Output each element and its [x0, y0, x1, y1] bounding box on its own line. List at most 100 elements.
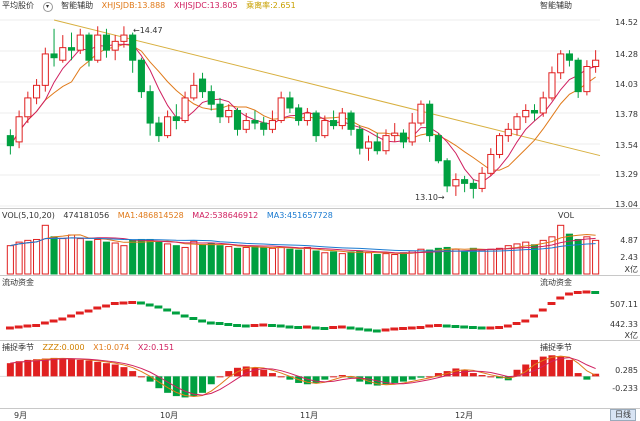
vol-tick-1: 2.43 — [620, 253, 638, 262]
candle — [33, 79, 41, 105]
volume-bar — [59, 238, 67, 275]
candle-body — [137, 59, 145, 93]
vol-title[interactable]: VOL(5,10,20) — [2, 211, 55, 220]
flow-point — [250, 324, 259, 327]
season-bar — [312, 376, 320, 383]
period-button[interactable]: 日线 — [610, 409, 636, 421]
candle-body — [364, 141, 373, 149]
candle — [548, 66, 556, 101]
volume-bar — [583, 236, 591, 275]
candle — [557, 50, 565, 80]
candle-body — [391, 132, 399, 137]
flow-point — [372, 329, 381, 333]
season-bar — [24, 359, 32, 377]
candle-body — [373, 141, 381, 152]
assist-label[interactable]: 智能辅助 — [61, 1, 94, 10]
flow-chart[interactable] — [0, 282, 640, 340]
season-bar — [102, 363, 110, 377]
volume-bar — [129, 239, 137, 275]
season-bar — [94, 361, 102, 377]
flow-point — [6, 326, 14, 330]
season-bar — [513, 369, 521, 377]
volume-chart[interactable] — [0, 218, 640, 276]
flow-point — [58, 317, 67, 321]
candle — [408, 113, 416, 146]
volume-bar — [85, 240, 93, 275]
season-header-right[interactable]: 捕捉季节 — [540, 343, 572, 352]
season-bar — [76, 359, 84, 377]
high-annotation: ←14.47 — [133, 26, 163, 35]
volume-bar — [225, 246, 233, 275]
volume-bar — [94, 238, 102, 275]
season-title[interactable]: 捕捉季节 — [2, 343, 34, 352]
candle-body — [574, 59, 582, 93]
volume-bar — [539, 239, 547, 275]
flow-point — [294, 326, 303, 329]
volume-bar — [268, 247, 276, 275]
season-bar — [583, 376, 591, 380]
volume-bar — [6, 245, 14, 275]
season-bar — [286, 376, 294, 380]
volume-bar — [321, 252, 329, 275]
season-bar — [356, 376, 364, 382]
flow-header[interactable]: 流动资金 — [2, 278, 34, 287]
flow-point — [303, 325, 311, 329]
vol-header: VOL(5,10,20) 474181056 MA1:486814528 MA2… — [2, 210, 339, 222]
flow-point — [503, 324, 512, 328]
candle — [426, 100, 434, 142]
season-x1: X1:0.074 — [93, 343, 130, 352]
season-chart[interactable] — [0, 348, 640, 408]
flow-point — [434, 324, 442, 327]
volume-bar — [251, 246, 259, 275]
price-tick-5: 13.29 — [615, 170, 638, 179]
dropdown-icon[interactable]: ▾ — [42, 2, 53, 12]
candle — [181, 91, 189, 124]
candle-body — [461, 179, 469, 184]
price-chart[interactable] — [0, 12, 640, 212]
volume-bar — [522, 241, 530, 275]
season-bar — [321, 376, 329, 380]
candle — [364, 135, 373, 161]
volume-bar — [574, 238, 582, 275]
price-tick-3: 13.78 — [615, 110, 638, 119]
candle-body — [356, 128, 364, 149]
candle-body — [50, 53, 58, 59]
candle — [382, 129, 390, 155]
volume-bar — [50, 236, 58, 275]
vol-header-right[interactable]: VOL — [558, 211, 575, 220]
season-bar — [68, 359, 76, 377]
season-bar — [15, 361, 23, 377]
flow-point — [381, 328, 390, 332]
season-bar — [268, 373, 276, 377]
flow-point — [145, 303, 154, 307]
main-header: 平均股价 ▾ 智能辅助 XHJSJDB:13.888 XHJSJDC:13.80… — [2, 0, 302, 12]
flow-point — [119, 301, 128, 305]
flow-point — [128, 301, 137, 304]
season-x1-line — [10, 355, 596, 398]
candle-body — [382, 135, 390, 152]
ma-line-b — [9, 43, 596, 171]
candle — [76, 28, 84, 54]
candle — [286, 91, 294, 113]
season-bar — [190, 376, 198, 397]
flow-point — [486, 326, 495, 330]
season-zzz: ZZZ:0.000 — [42, 343, 85, 352]
flow-header-right[interactable]: 流动资金 — [540, 278, 572, 287]
avg-price-label[interactable]: 平均股价 — [2, 1, 34, 10]
volume-bar — [338, 253, 346, 275]
season-bar — [146, 376, 154, 382]
flow-point — [171, 311, 180, 315]
flow-point — [189, 317, 198, 320]
season-bar — [408, 376, 416, 380]
candle — [94, 26, 102, 63]
flow-point — [591, 291, 600, 294]
candle — [539, 91, 547, 117]
season-bar — [33, 359, 41, 377]
volume-bar — [286, 248, 294, 275]
flow-point — [268, 324, 276, 327]
vol-ma2: MA2:538646912 — [192, 211, 259, 220]
ma-item-2: 乘离率:2.651 — [246, 1, 296, 10]
main-header-right[interactable]: 智能辅助 — [540, 1, 572, 10]
season-bar — [129, 371, 137, 377]
volume-bar — [469, 247, 477, 275]
